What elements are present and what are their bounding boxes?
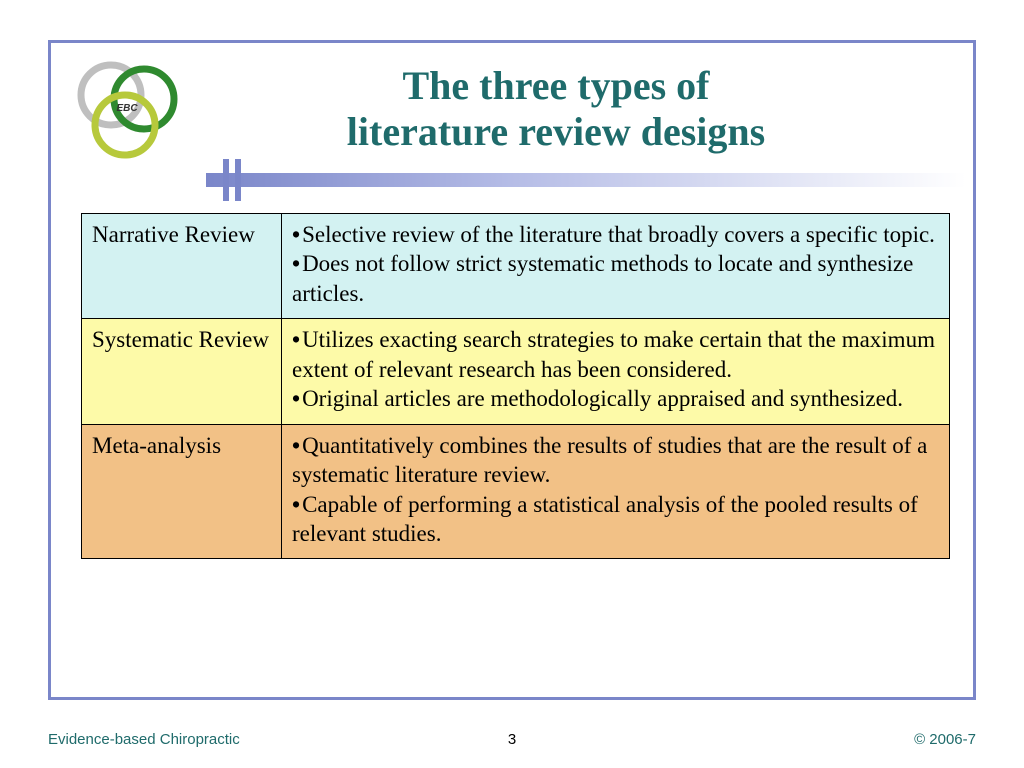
- bullet-item: Utilizes exacting search strategies to m…: [292, 325, 941, 384]
- slide-footer: Evidence-based Chiropractic 3 © 2006-7: [48, 731, 976, 748]
- review-type-label: Systematic Review: [92, 327, 269, 352]
- review-table: Narrative Review Selective review of the …: [81, 213, 950, 559]
- logo-label: EBC: [116, 103, 138, 114]
- bullet-item: Capable of performing a statistical anal…: [292, 490, 941, 549]
- review-description-cell: Selective review of the literature that …: [282, 214, 950, 319]
- title-line-1: The three types of: [403, 63, 710, 108]
- bullet-item: Does not follow strict systematic method…: [292, 249, 941, 308]
- bullet-item: Original articles are methodologically a…: [292, 384, 941, 413]
- table-row: Systematic Review Utilizes exacting searc…: [82, 319, 950, 424]
- page-number: 3: [48, 731, 976, 748]
- review-description-cell: Quantitatively combines the results of s…: [282, 424, 950, 559]
- review-type-label: Narrative Review: [92, 222, 255, 247]
- bullet-list: Selective review of the literature that …: [292, 220, 941, 308]
- review-type-cell: Meta-analysis: [82, 424, 282, 559]
- bullet-item: Selective review of the literature that …: [292, 220, 941, 249]
- title-line-2: literature review designs: [347, 109, 765, 154]
- review-type-label: Meta-analysis: [92, 433, 221, 458]
- review-description-cell: Utilizes exacting search strategies to m…: [282, 319, 950, 424]
- table-row: Meta-analysis Quantitatively combines the…: [82, 424, 950, 559]
- bullet-list: Quantitatively combines the results of s…: [292, 431, 941, 549]
- slide-frame: EBC The three types of literature review…: [48, 40, 976, 700]
- title-tick-2: [235, 159, 241, 201]
- review-type-cell: Narrative Review: [82, 214, 282, 319]
- bullet-item: Quantitatively combines the results of s…: [292, 431, 941, 490]
- title-underline: [206, 173, 966, 187]
- slide-title: The three types of literature review des…: [206, 63, 906, 155]
- title-tick-1: [223, 159, 229, 201]
- review-table-container: Narrative Review Selective review of the …: [81, 213, 949, 559]
- bullet-list: Utilizes exacting search strategies to m…: [292, 325, 941, 413]
- table-row: Narrative Review Selective review of the …: [82, 214, 950, 319]
- review-type-cell: Systematic Review: [82, 319, 282, 424]
- ebc-logo: EBC: [69, 55, 189, 165]
